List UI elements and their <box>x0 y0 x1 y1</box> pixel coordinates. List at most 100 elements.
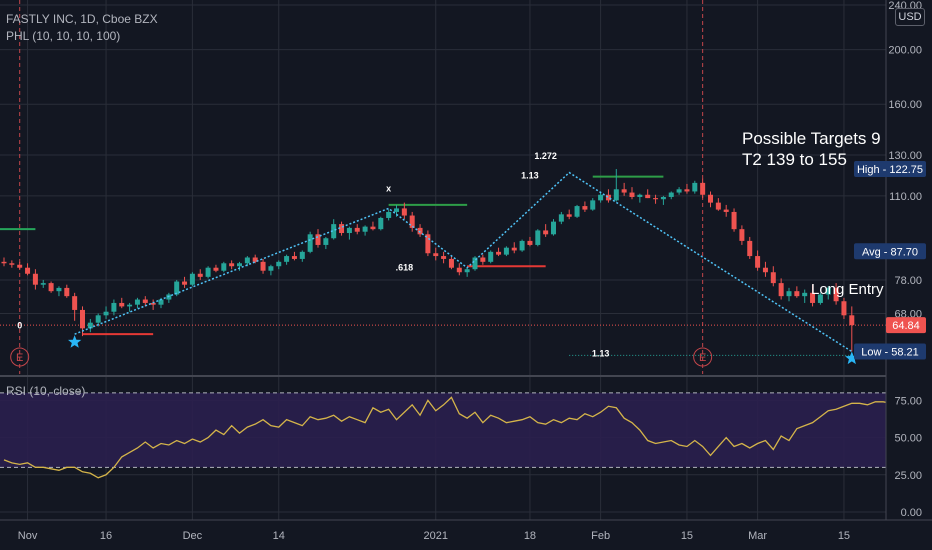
candle-body <box>519 240 525 251</box>
candle-body <box>17 264 23 268</box>
candle-body <box>1 261 7 264</box>
candle-body <box>676 189 682 193</box>
candle-body <box>810 292 816 303</box>
time-tick-label: 15 <box>681 530 693 542</box>
candle-body <box>276 261 282 267</box>
candle-body <box>197 273 203 277</box>
time-tick-label: Feb <box>591 530 610 542</box>
candle-body <box>558 214 564 222</box>
pattern-star <box>68 335 82 348</box>
earnings-marker <box>10 347 30 367</box>
long-entry-note: Long Entry <box>811 281 884 298</box>
candle-body <box>629 192 635 197</box>
candle-body <box>260 261 266 271</box>
candle-body <box>566 214 572 217</box>
candle-body <box>511 247 517 251</box>
candle-body <box>598 194 604 201</box>
rsi-legend[interactable]: RSI (10, close) <box>6 384 86 398</box>
candle-body <box>503 247 509 255</box>
candle-body <box>189 273 195 285</box>
candle-body <box>527 240 533 245</box>
indicator-legend[interactable]: PHL (10, 10, 10, 100) <box>6 29 121 43</box>
time-tick-label: 16 <box>100 530 112 542</box>
candle-body <box>786 291 792 297</box>
candle-body <box>621 189 627 193</box>
price-badge-label: High - 122.75 <box>857 164 923 176</box>
candle-body <box>268 266 274 271</box>
candle-body <box>291 256 297 259</box>
candle-body <box>613 189 619 201</box>
candle-body <box>535 230 541 245</box>
candle-body <box>762 267 768 273</box>
candle-body <box>778 283 784 297</box>
candle-body <box>237 263 242 267</box>
time-tick-label: 14 <box>273 530 285 542</box>
candle-body <box>668 192 674 197</box>
candle-body <box>723 209 729 212</box>
candle-body <box>770 272 776 284</box>
symbol-legend[interactable]: FASTLY INC, 1D, Cboe BZX <box>6 12 158 26</box>
candle-body <box>252 257 258 262</box>
candle-body <box>64 287 70 297</box>
candle-body <box>739 229 745 241</box>
price-badge-label: Low - 58.21 <box>861 347 918 359</box>
candle-body <box>354 227 360 232</box>
candle-body <box>448 258 454 268</box>
candle-body <box>417 227 423 235</box>
candle-body <box>480 257 486 262</box>
candle-body <box>731 211 737 230</box>
candle-body <box>755 256 761 268</box>
pattern-label: x <box>386 183 391 193</box>
candle-body <box>111 302 117 312</box>
candle-body <box>833 287 839 302</box>
candle-body <box>802 292 808 297</box>
pattern-path <box>74 171 853 353</box>
rsi-tick-label: 0.00 <box>901 507 922 519</box>
candle-body <box>9 263 15 265</box>
candle-body <box>653 198 659 200</box>
price-tick-label: 110.00 <box>889 191 922 203</box>
candle-body <box>174 281 180 295</box>
candle-body <box>134 299 140 305</box>
candle-body <box>637 194 643 197</box>
candle-body <box>660 196 666 200</box>
candle-body <box>401 208 407 216</box>
candle-body <box>425 234 431 254</box>
price-badge-label: 64.84 <box>892 320 920 332</box>
candle-body <box>464 269 470 273</box>
price-badge <box>854 243 926 260</box>
earnings-marker-label: E <box>699 352 706 364</box>
candle-body <box>409 215 415 228</box>
time-tick-label: 2021 <box>424 530 448 542</box>
candle-body <box>362 226 368 232</box>
candle-body <box>323 238 329 245</box>
price-badge <box>854 161 926 178</box>
candle-body <box>331 224 337 239</box>
candle-body <box>700 182 706 195</box>
candle-body <box>315 234 321 245</box>
candle-body <box>150 302 156 305</box>
candle-body <box>119 302 125 307</box>
time-tick-label: Dec <box>183 530 203 542</box>
candle-body <box>433 253 439 257</box>
rsi-tick-label: 25.00 <box>894 470 922 482</box>
candle-body <box>551 221 556 235</box>
candle-body <box>825 287 831 295</box>
candle-body <box>103 311 109 316</box>
candle-body <box>496 251 502 255</box>
candle-body <box>25 267 31 274</box>
price-tick-label: 130.00 <box>888 150 922 162</box>
candle-body <box>40 283 46 285</box>
candle-body <box>339 224 345 234</box>
candle-body <box>472 257 478 270</box>
candle-body <box>692 182 698 192</box>
candle-body <box>284 256 290 262</box>
currency-button[interactable]: USD <box>895 8 925 26</box>
candle-body <box>817 294 823 303</box>
price-tick-label: 78.00 <box>894 275 922 287</box>
price-tick-label: 160.00 <box>888 99 922 111</box>
price-axis-bg <box>886 0 932 550</box>
candle-body <box>80 309 85 329</box>
